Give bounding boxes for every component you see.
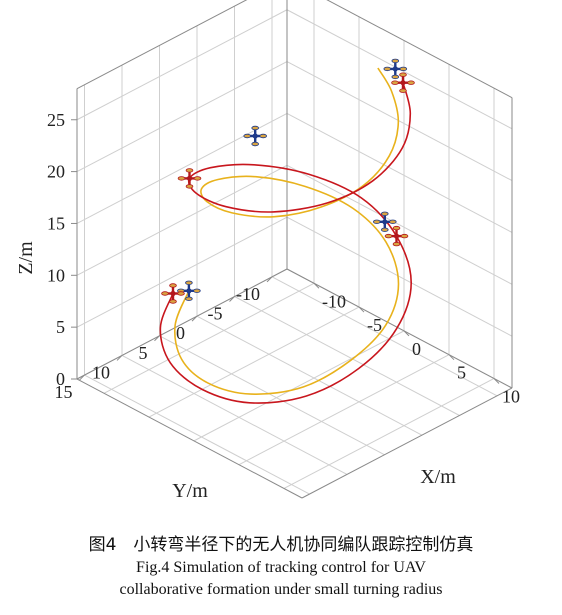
- floor-gridline: [193, 330, 405, 442]
- uav-marker-red: [161, 283, 185, 304]
- wall-gridline: [286, 61, 513, 182]
- x-tick-label: 5: [457, 363, 466, 383]
- y-tick-mark: [79, 374, 85, 381]
- wall-gridline: [76, 9, 288, 121]
- y-tick-mark: [154, 335, 160, 342]
- x-tick-label: 10: [502, 386, 520, 406]
- floor-gridline: [271, 276, 498, 397]
- uav-marker-red: [177, 168, 202, 189]
- z-tick-label: 25: [47, 110, 65, 130]
- z-tick-label: 20: [47, 162, 65, 182]
- uav-marker-blue: [383, 58, 408, 80]
- y-axis-label: Y/m: [172, 480, 208, 502]
- figure-caption-english-line2: collaborative formation under small turn…: [119, 581, 443, 598]
- floor-gridline: [103, 282, 315, 394]
- uav-marker-blue: [243, 125, 267, 147]
- x-tick-label: -5: [367, 315, 382, 335]
- x-tick-mark: [403, 330, 410, 337]
- y-tick-label: 5: [139, 343, 148, 363]
- uav-marker-red: [391, 72, 415, 93]
- floor-gridline: [84, 374, 310, 495]
- floor-gridline: [238, 354, 450, 466]
- grid-layer: [76, 0, 513, 499]
- floor-gridline: [196, 315, 423, 436]
- wall-gridline: [286, 113, 513, 233]
- z-tick-label: 0: [56, 369, 65, 389]
- y-tick-mark: [266, 276, 273, 283]
- floor-gridline: [234, 296, 460, 416]
- wall-gridline: [286, 164, 513, 285]
- uav-marker-red: [384, 225, 409, 247]
- wall-gridline: [286, 216, 513, 337]
- floor-gridline: [121, 354, 348, 475]
- wall-gridline: [76, 61, 288, 173]
- z-tick-label: 10: [47, 265, 65, 285]
- y-tick-mark: [116, 355, 123, 361]
- trajectory-line-2: [159, 82, 413, 404]
- figure-caption-english-line1: Fig.4 Simulation of tracking control for…: [136, 559, 426, 576]
- wall-gridline: [76, 164, 288, 276]
- z-axis-label: Z/m: [15, 241, 37, 275]
- wall-gridline: [76, 113, 288, 224]
- y-tick-label: -5: [208, 304, 223, 324]
- box-edge: [326, 0, 513, 99]
- floor-gridline: [148, 306, 360, 418]
- x-tick-label: 0: [412, 339, 421, 359]
- uav-marker-blue: [372, 211, 397, 233]
- box-edge: [76, 0, 248, 90]
- y-tick-mark: [229, 296, 235, 302]
- tick-layer: 0 5 10 15 20 25 -10 -5 0 5 10 15 -10 -5 0 5 10: [47, 110, 520, 407]
- uav-marker-blue: [177, 280, 201, 301]
- figure-caption-chinese: 图4 小转弯半径下的无人机协同编队跟踪控制仿真: [88, 535, 474, 555]
- box-edge: [301, 387, 513, 499]
- trajectory-line-1: [174, 67, 400, 395]
- y-tick-label: 10: [92, 362, 110, 382]
- y-tick-mark: [191, 315, 198, 322]
- y-tick-label: -10: [236, 284, 260, 304]
- wall-gridline: [76, 216, 288, 328]
- x-tick-mark: [313, 282, 320, 289]
- x-tick-mark: [493, 378, 500, 384]
- y-tick-label: 15: [55, 382, 73, 402]
- x-tick-mark: [358, 306, 365, 313]
- box-edge: [76, 378, 303, 499]
- data-layer: [159, 58, 415, 404]
- floor-gridline: [159, 335, 385, 456]
- z-tick-label: 5: [56, 317, 65, 337]
- x-tick-mark: [448, 354, 455, 361]
- y-tick-label: 0: [176, 323, 185, 343]
- x-tick-label: -10: [322, 291, 346, 311]
- box-edge: [76, 268, 288, 380]
- x-axis-label: X/m: [420, 466, 456, 488]
- floor-gridline: [283, 378, 495, 489]
- box-edge: [286, 268, 513, 389]
- z-tick-label: 15: [47, 213, 65, 233]
